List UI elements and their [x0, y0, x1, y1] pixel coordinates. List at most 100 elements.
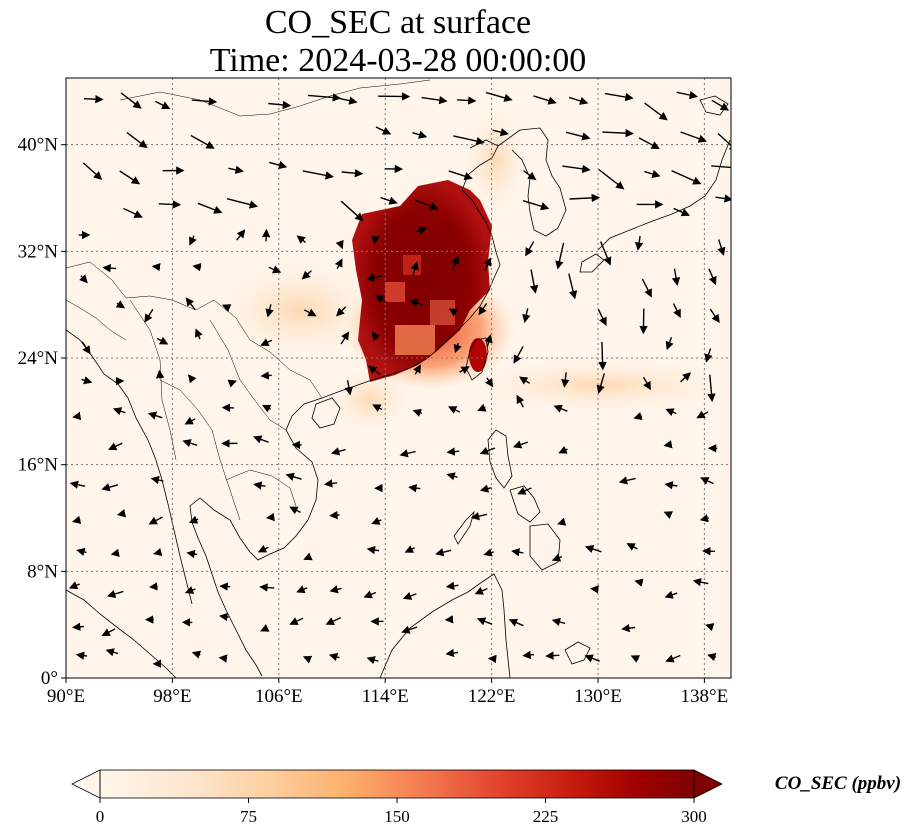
wind-arrow	[191, 650, 202, 659]
wind-arrow	[340, 200, 364, 222]
wind-arrow	[268, 100, 292, 110]
wind-arrow	[285, 472, 302, 481]
wind-arrow	[72, 411, 82, 421]
wind-arrow	[453, 135, 485, 146]
wind-arrow	[707, 374, 716, 403]
colorbar-ticks: 0 75 150 225 300	[96, 798, 707, 826]
wind-arrow	[485, 91, 513, 102]
x-axis-ticks: 90°E 98°E 106°E 114°E 122°E 130°E 138°E	[47, 678, 728, 707]
core-patch	[385, 282, 405, 302]
wind-arrow	[568, 96, 589, 105]
wind-arrow	[260, 371, 272, 380]
wind-vectors	[68, 90, 731, 668]
wind-arrow	[236, 229, 246, 241]
taiwan-concentration	[469, 338, 487, 372]
china-coastline	[321, 139, 501, 399]
wind-arrow	[523, 170, 537, 181]
wind-arrow	[479, 484, 492, 493]
core-patch	[403, 255, 421, 275]
mongolia-border	[119, 79, 431, 117]
wind-arrow	[302, 170, 334, 180]
colorbar-tick-label: 300	[681, 807, 707, 826]
wind-arrow	[101, 483, 119, 492]
wind-arrow	[303, 308, 317, 317]
wind-arrow	[257, 544, 269, 553]
wind-arrow	[144, 308, 154, 323]
wind-arrow	[562, 164, 591, 174]
wind-arrow	[705, 623, 715, 632]
x-tick-label: 98°E	[153, 686, 191, 707]
wind-arrow	[219, 612, 229, 622]
wind-arrow	[448, 308, 459, 317]
wind-arrow	[519, 376, 531, 385]
philippines-coastline	[509, 485, 541, 523]
wind-arrow	[561, 372, 570, 388]
wind-arrow	[192, 263, 202, 272]
wind-arrow	[112, 407, 126, 416]
wind-arrow	[638, 137, 660, 150]
wind-arrow	[445, 581, 459, 590]
wind-arrow	[404, 545, 416, 553]
wind-arrow	[408, 483, 421, 493]
wind-arrow	[79, 274, 88, 284]
wind-arrow	[414, 226, 428, 235]
myanmar-coastline	[66, 329, 193, 605]
wind-arrow	[366, 545, 380, 555]
wind-arrow	[663, 511, 673, 519]
wind-arrow	[717, 132, 731, 152]
y-axis-ticks: 0° 8°N 16°N 24°N 32°N 40°N	[18, 135, 66, 689]
colorbar: 0 75 150 225 300 CO_SEC (ppbv)	[71, 769, 901, 826]
cambodia-border	[225, 469, 297, 507]
wind-arrow	[673, 207, 690, 217]
wind-arrow	[598, 168, 625, 190]
x-tick-label: 90°E	[47, 686, 85, 707]
wind-arrow	[551, 553, 563, 562]
wind-arrow	[444, 615, 454, 624]
wind-arrow	[149, 582, 158, 591]
wind-arrow	[228, 165, 244, 174]
myanmar-border	[129, 299, 177, 461]
wind-arrow	[584, 545, 602, 553]
wind-arrow	[665, 336, 674, 351]
wind-arrow	[366, 656, 379, 665]
wind-arrow	[409, 299, 424, 308]
wind-arrow	[457, 96, 477, 105]
wind-arrow	[598, 341, 607, 371]
wind-arrow	[671, 170, 702, 185]
wind-arrow	[269, 161, 288, 170]
wind-arrow	[368, 365, 381, 376]
wind-arrow	[186, 549, 198, 559]
wind-arrow	[459, 366, 470, 375]
colorbar-label: CO_SEC (ppbv)	[775, 773, 901, 794]
colorbar-tick-label: 150	[384, 807, 410, 826]
wind-arrow	[618, 476, 636, 485]
wind-arrow	[599, 241, 612, 266]
map-title: CO_SEC at surface Time: 2024-03-28 00:00…	[0, 4, 796, 80]
wind-arrow	[226, 198, 259, 209]
wind-arrow	[330, 447, 346, 456]
wind-arrow	[375, 294, 387, 304]
wind-arrow	[184, 586, 196, 594]
wind-arrow	[696, 410, 709, 419]
wind-arrow	[511, 548, 524, 557]
wind-arrow	[478, 303, 488, 316]
wind-arrow	[265, 304, 274, 318]
wind-arrow	[634, 235, 644, 251]
wind-arrow	[451, 255, 460, 271]
wind-arrow	[707, 652, 717, 662]
wind-arrow	[558, 445, 568, 454]
wind-arrow	[329, 510, 340, 520]
hainan-coastline	[311, 397, 341, 429]
wind-arrow	[680, 372, 692, 383]
wind-arrow	[676, 90, 698, 100]
wind-arrow	[158, 200, 182, 209]
wind-arrow	[81, 341, 91, 355]
wind-arrow	[412, 408, 423, 417]
wind-arrow	[672, 303, 681, 319]
china-border	[66, 261, 323, 399]
wind-arrow	[708, 268, 717, 286]
wind-arrow	[222, 304, 232, 312]
wind-arrow	[303, 552, 313, 561]
wind-arrow	[76, 547, 87, 556]
wind-arrow	[630, 655, 641, 663]
